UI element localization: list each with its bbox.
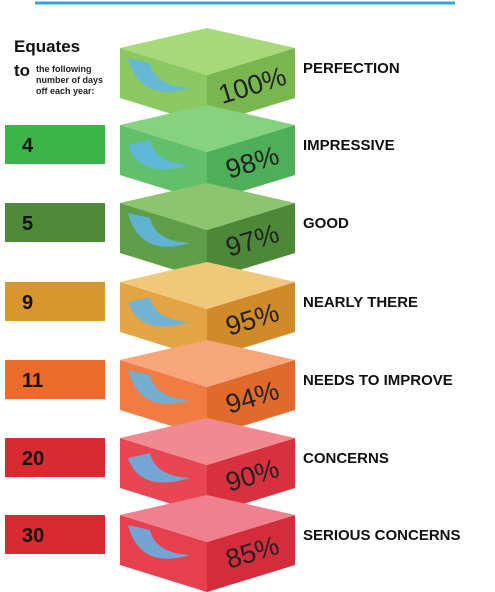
block-right-face: [207, 282, 295, 359]
days: 4: [22, 135, 34, 157]
days: 11: [22, 370, 43, 392]
block-right-face: [207, 438, 295, 515]
header-to: to: [14, 61, 30, 80]
swoosh: [128, 58, 190, 92]
days-box: [5, 360, 105, 399]
block-top-face: [120, 418, 295, 465]
days-box: [5, 125, 105, 164]
swoosh: [128, 297, 190, 327]
block-right-face: [207, 125, 295, 202]
days-box: [5, 203, 105, 242]
days: 5: [22, 213, 33, 235]
swoosh: [128, 213, 190, 247]
days-box: [5, 515, 105, 554]
header-subtitle-box: the following number of days off each ye…: [36, 64, 104, 96]
swoosh: [128, 453, 190, 483]
days-box: [5, 282, 105, 321]
block-right-face: [207, 48, 295, 125]
block-top-face: [120, 28, 295, 75]
swoosh: [128, 370, 190, 404]
swoosh: [128, 525, 190, 559]
level-label: NEARLY THERE: [303, 294, 418, 311]
days: 20: [22, 448, 44, 470]
block-right-face: [207, 203, 295, 280]
days: 9: [22, 292, 33, 314]
level-label: IMPRESSIVE: [303, 137, 395, 154]
block-top-face: [120, 105, 295, 152]
header-subtitle: the following number of days off each ye…: [36, 64, 104, 96]
block-right-face: [207, 515, 295, 592]
days: 30: [22, 525, 44, 547]
level-label: PERFECTION: [303, 60, 400, 77]
block-top-face: [120, 262, 295, 309]
level-label: SERIOUS CONCERNS: [303, 527, 461, 544]
block-right-face: [207, 360, 295, 437]
block-top-face: [120, 183, 295, 230]
level-label: NEEDS TO IMPROVE: [303, 372, 453, 389]
swoosh: [128, 140, 190, 170]
block-top-face: [120, 495, 295, 542]
header-title: Equates: [14, 37, 80, 56]
level-label: GOOD: [303, 215, 349, 232]
level-label: CONCERNS: [303, 450, 389, 467]
block-top-face: [120, 340, 295, 387]
days-box: [5, 438, 105, 477]
